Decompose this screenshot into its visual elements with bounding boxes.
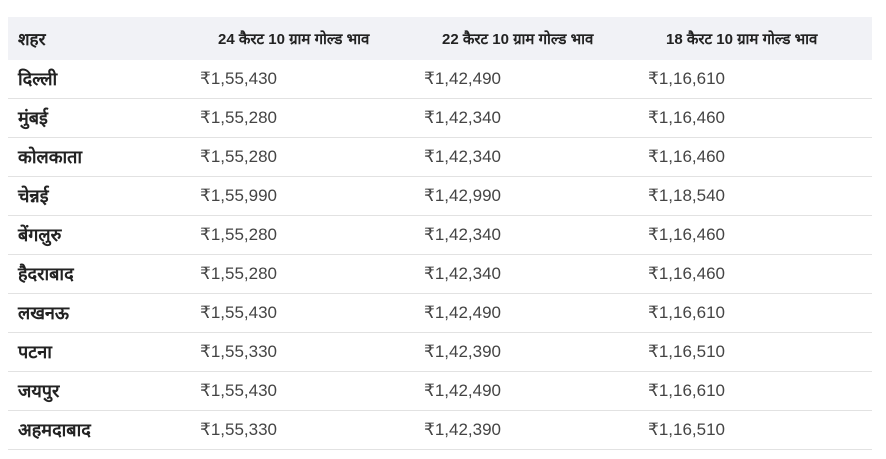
column-header: 24 कैरट 10 ग्राम गोल्ड भाव [200, 17, 424, 60]
price-cell: ₹1,16,460 [648, 137, 872, 177]
table-row: हैदराबाद ₹1,55,280 ₹1,42,340 ₹1,16,460 [8, 254, 872, 294]
column-header: 18 कैरट 10 ग्राम गोल्ड भाव [648, 17, 872, 60]
city-cell: मुंबई [8, 98, 200, 138]
price-cell: ₹1,42,490 [424, 293, 648, 333]
price-cell: ₹1,42,490 [424, 371, 648, 411]
table-row: लखनऊ ₹1,55,430 ₹1,42,490 ₹1,16,610 [8, 293, 872, 333]
city-cell: कोलकाता [8, 137, 200, 177]
city-header: शहर [8, 17, 200, 60]
table-row: जयपुर ₹1,55,430 ₹1,42,490 ₹1,16,610 [8, 371, 872, 411]
price-cell: ₹1,55,430 [200, 293, 424, 333]
table-row: अहमदाबाद ₹1,55,330 ₹1,42,390 ₹1,16,510 [8, 410, 872, 450]
price-cell: ₹1,42,990 [424, 176, 648, 216]
price-cell: ₹1,55,280 [200, 137, 424, 177]
price-cell: ₹1,16,510 [648, 410, 872, 450]
table-row: मुंबई ₹1,55,280 ₹1,42,340 ₹1,16,460 [8, 98, 872, 138]
price-cell: ₹1,16,460 [648, 98, 872, 138]
table-row: पटना ₹1,55,330 ₹1,42,390 ₹1,16,510 [8, 332, 872, 372]
price-cell: ₹1,42,390 [424, 332, 648, 372]
city-cell: अहमदाबाद [8, 410, 200, 450]
table-row: चेन्नई ₹1,55,990 ₹1,42,990 ₹1,18,540 [8, 176, 872, 216]
city-cell: दिल्ली [8, 60, 200, 99]
price-cell: ₹1,16,610 [648, 60, 872, 99]
price-cell: ₹1,55,280 [200, 98, 424, 138]
gold-price-table: शहर 24 कैरट 10 ग्राम गोल्ड भाव 22 कैरट 10 … [8, 17, 872, 450]
table-row: दिल्ली ₹1,55,430 ₹1,42,490 ₹1,16,610 [8, 60, 872, 99]
city-cell: बेंगलुरु [8, 215, 200, 255]
price-cell: ₹1,16,460 [648, 215, 872, 255]
table-body: दिल्ली ₹1,55,430 ₹1,42,490 ₹1,16,610 मुंबई ₹1… [8, 60, 872, 450]
price-cell: ₹1,42,340 [424, 254, 648, 294]
price-cell: ₹1,55,430 [200, 60, 424, 99]
price-cell: ₹1,55,280 [200, 215, 424, 255]
price-cell: ₹1,55,330 [200, 332, 424, 372]
city-cell: जयपुर [8, 371, 200, 411]
table-row: बेंगलुरु ₹1,55,280 ₹1,42,340 ₹1,16,460 [8, 215, 872, 255]
price-cell: ₹1,42,340 [424, 137, 648, 177]
table: शहर 24 कैरट 10 ग्राम गोल्ड भाव 22 कैरट 10 … [8, 17, 872, 450]
price-cell: ₹1,55,990 [200, 176, 424, 216]
price-cell: ₹1,55,330 [200, 410, 424, 450]
price-cell: ₹1,16,460 [648, 254, 872, 294]
price-cell: ₹1,16,510 [648, 332, 872, 372]
header-row: शहर 24 कैरट 10 ग्राम गोल्ड भाव 22 कैरट 10 … [8, 17, 872, 60]
price-cell: ₹1,18,540 [648, 176, 872, 216]
table-row: कोलकाता ₹1,55,280 ₹1,42,340 ₹1,16,460 [8, 137, 872, 177]
price-cell: ₹1,55,430 [200, 371, 424, 411]
city-cell: लखनऊ [8, 293, 200, 333]
price-cell: ₹1,42,340 [424, 215, 648, 255]
price-cell: ₹1,42,390 [424, 410, 648, 450]
city-cell: हैदराबाद [8, 254, 200, 294]
price-cell: ₹1,16,610 [648, 371, 872, 411]
price-cell: ₹1,55,280 [200, 254, 424, 294]
price-cell: ₹1,42,340 [424, 98, 648, 138]
column-header: 22 कैरट 10 ग्राम गोल्ड भाव [424, 17, 648, 60]
price-cell: ₹1,42,490 [424, 60, 648, 99]
city-cell: पटना [8, 332, 200, 372]
price-cell: ₹1,16,610 [648, 293, 872, 333]
city-cell: चेन्नई [8, 176, 200, 216]
